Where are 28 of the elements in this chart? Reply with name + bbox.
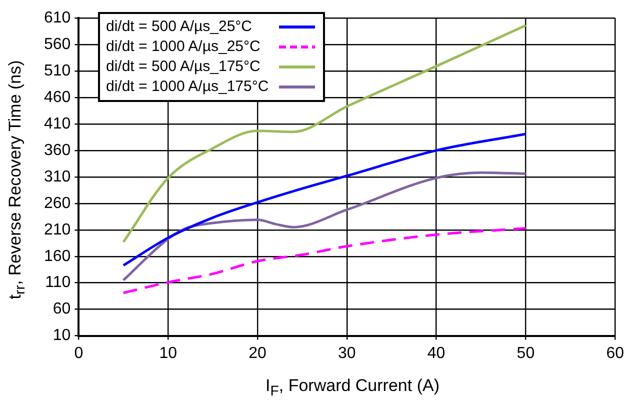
x-tick-label: 10 [159,344,178,362]
line-series [122,171,527,282]
x-tick-label: 30 [338,344,356,362]
x-tick-label: 50 [516,344,535,362]
x-tick-label: 40 [427,344,446,362]
y-tick-label: 160 [44,248,71,265]
y-tick-label: 510 [44,62,71,80]
y-tick-label: 260 [44,194,71,212]
x-axis-title: I$_{F}$, Forward Current (A) [264,376,440,400]
y-tick-label: 460 [44,88,71,106]
x-tick-label: 60 [606,344,624,362]
line-series [122,132,527,267]
legend-label: di/dt = 500 A/µs_25°C [106,17,252,37]
x-tick-label: 0 [74,344,84,362]
y-tick-label: 560 [44,36,71,53]
legend-label: di/dt = 1000 A/µs_175°C [106,77,269,97]
y-tick-label: 360 [44,142,71,159]
y-tick-label: 310 [44,168,71,186]
y-tick-label: 210 [44,221,71,238]
y-tick-label: 110 [45,274,71,292]
x-tick-label: 20 [248,344,266,362]
y-tick-label: 610 [44,9,71,26]
y-tick-label: 10 [52,327,71,344]
line-series [122,227,527,294]
y-tick-label: 60 [52,300,71,318]
legend-label: di/dt = 1000 A/µs_25°C [106,37,260,57]
y-tick-label: 410 [44,115,71,132]
legend-label: di/dt = 500 A/µs_175°C [106,57,260,77]
